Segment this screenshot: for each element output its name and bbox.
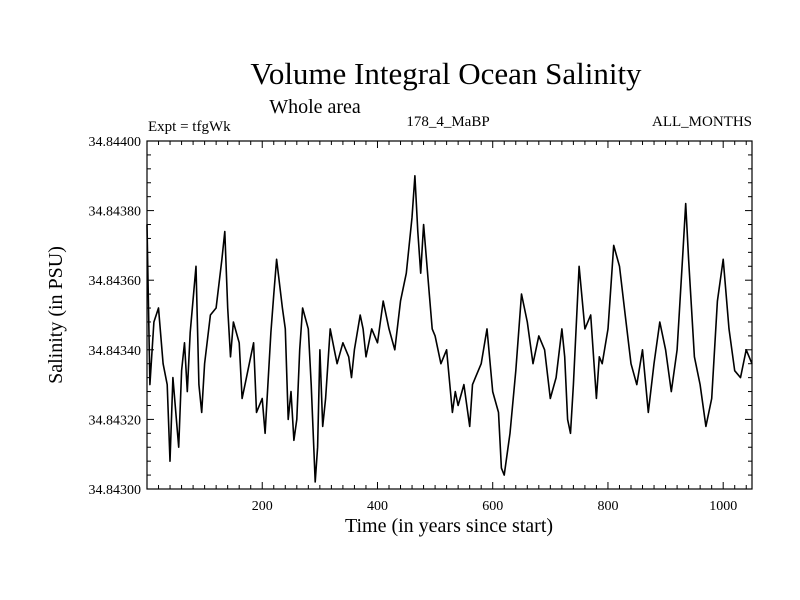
x-axis-label: Time (in years since start) <box>345 515 553 537</box>
x-tick-label: 600 <box>482 499 503 514</box>
plot-frame <box>146 140 753 490</box>
y-tick-label: 34.84320 <box>89 413 142 428</box>
y-tick-label: 34.84300 <box>89 483 142 498</box>
x-axis-ticks: 200 400 600 800 1000 <box>158 141 747 514</box>
x-tick-label: 1000 <box>709 499 737 514</box>
y-tick-label: 34.84400 <box>89 135 142 150</box>
salinity-series-line <box>146 175 753 483</box>
chart-title: Volume Integral Ocean Salinity <box>250 56 642 91</box>
y-axis-ticks: 34.84300 34.84320 34.84340 34.84360 34.84380… <box>89 135 752 498</box>
experiment-label: Expt = tfgWk <box>148 119 231 135</box>
run-id-label: 178_4_MaBP <box>406 114 489 130</box>
y-axis-label: Salinity (in PSU) <box>45 246 67 384</box>
x-tick-label: 200 <box>252 499 273 514</box>
y-tick-label: 34.84380 <box>89 205 142 220</box>
x-tick-label: 800 <box>597 499 618 514</box>
x-tick-label: 400 <box>367 499 388 514</box>
y-tick-label: 34.84340 <box>89 344 142 359</box>
y-tick-label: 34.84360 <box>89 274 142 289</box>
chart-subtitle: Whole area <box>269 96 361 118</box>
months-label: ALL_MONTHS <box>652 114 752 130</box>
